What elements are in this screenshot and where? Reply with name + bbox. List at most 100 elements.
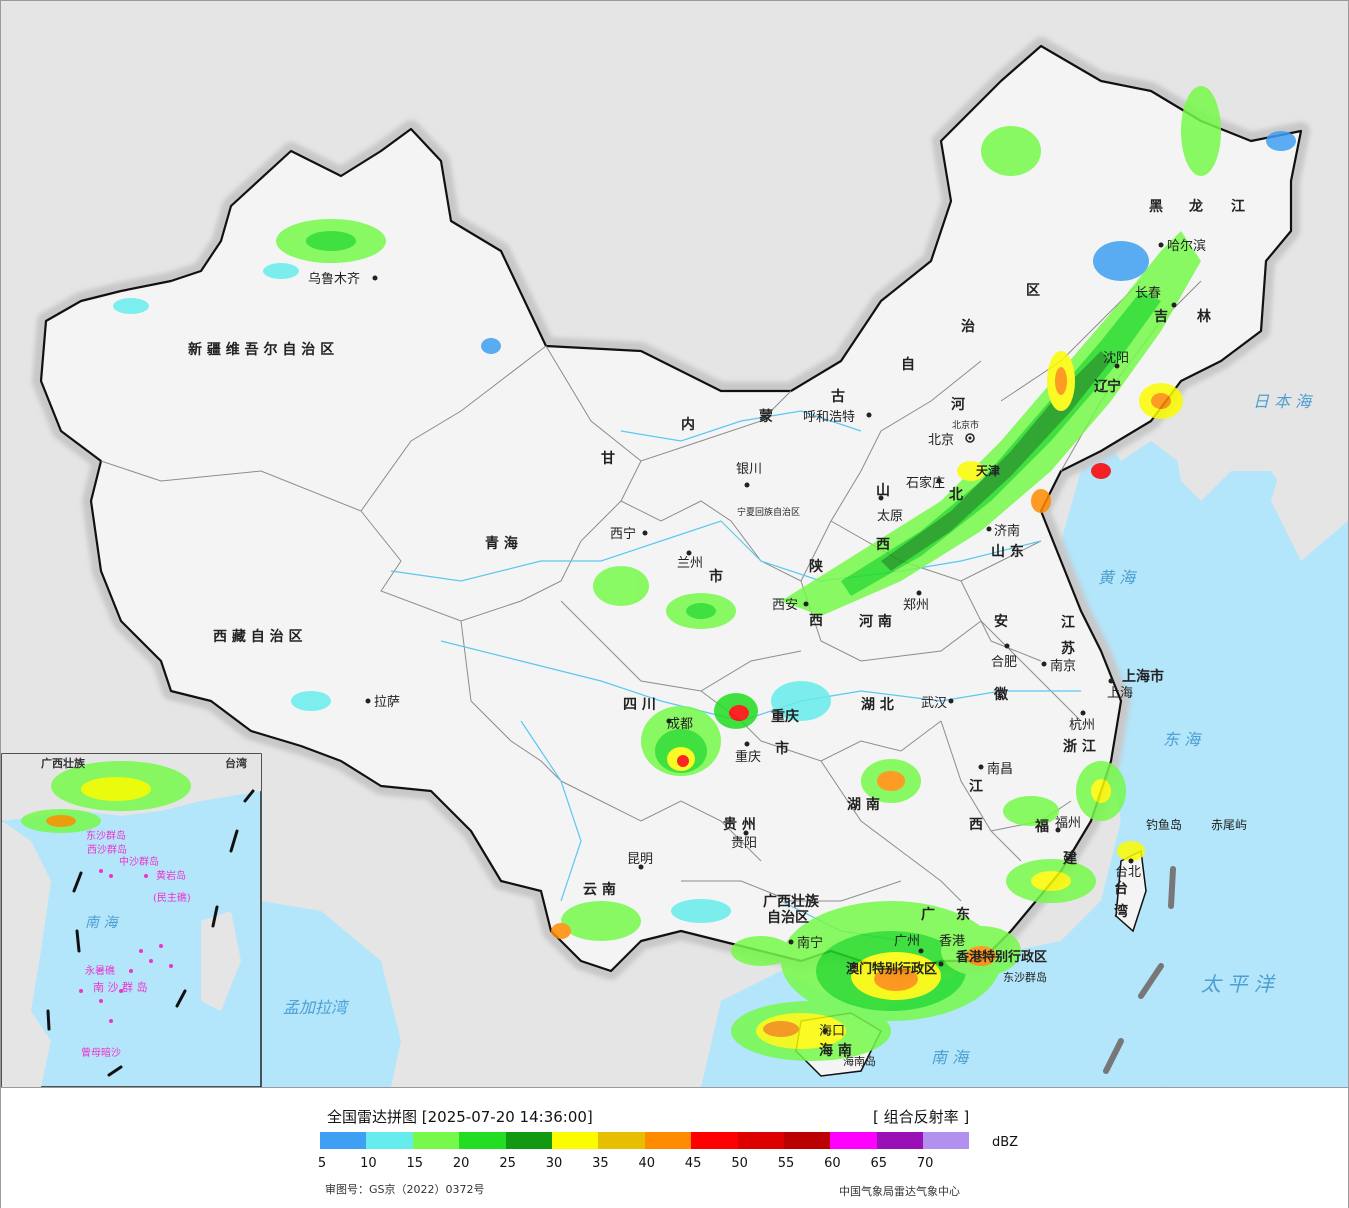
city-label: 北京: [928, 433, 954, 448]
scale-tick-label: 20: [452, 1156, 470, 1171]
color-scale: [320, 1132, 970, 1149]
inset-label: (民主礁): [153, 891, 191, 904]
echo-north-band: [781, 231, 1201, 616]
province-label: 龙: [1188, 198, 1203, 215]
province-label: 江: [969, 778, 983, 795]
inset-label: 广西壮族: [41, 756, 86, 770]
scale-swatch: [505, 1132, 552, 1149]
inset-label: 台湾: [225, 756, 247, 770]
province-label: 四 川: [623, 697, 656, 713]
city-label: 台北: [1115, 865, 1141, 880]
unit-label: dBZ: [992, 1135, 1019, 1150]
province-label: 西: [809, 613, 823, 629]
province-label: 苏: [1061, 640, 1075, 657]
province-label: 新 疆 维 吾 尔 自 治 区: [188, 341, 334, 358]
sea-label: 黄 海: [1098, 568, 1137, 587]
city-label: 呼和浩特: [803, 410, 855, 425]
province-label: 安: [994, 613, 1008, 630]
scale-tick-label: 35: [592, 1156, 609, 1171]
scale-swatch: [459, 1132, 506, 1149]
inset-label: 西沙群岛: [87, 843, 127, 856]
province-label: 古: [831, 388, 845, 405]
scale-swatch: [644, 1132, 692, 1149]
scale-tick-label: 10: [360, 1156, 377, 1171]
scale-tick-label: 70: [916, 1156, 934, 1171]
inset-label: 东沙群岛: [86, 829, 126, 842]
city-label: 成都: [667, 717, 693, 732]
inset-label: 曾母暗沙: [81, 1046, 121, 1059]
scale-swatch: [876, 1132, 924, 1149]
inset-label-group: 南 海 东沙群岛 西沙群岛 中沙群岛 黄岩岛 (民主礁) 永暑礁 南 沙 群 岛…: [41, 756, 247, 1059]
province-label: 内: [681, 416, 695, 433]
organization-name: 中国气象局雷达气象中心: [839, 1185, 960, 1198]
city-label: 西安: [772, 598, 798, 613]
city-label: 重庆: [735, 749, 761, 765]
city-label: 沈阳: [1103, 351, 1129, 366]
province-label: 福: [1034, 818, 1049, 835]
scale-swatch: [923, 1132, 970, 1149]
province-label: 河 南: [859, 613, 892, 630]
city-label: 乌鲁木齐: [308, 271, 360, 287]
province-label: 广西壮族: [763, 893, 820, 910]
province-label: 吉: [1154, 308, 1168, 325]
scale-tick-label: 60: [824, 1156, 841, 1171]
radar-map: 新 疆 维 吾 尔 自 治 区 西 藏 自 治 区 青 海 甘 四 川 云 南 …: [1, 1, 1348, 1087]
city-label: 广州: [894, 934, 920, 949]
scale-swatch: [412, 1132, 460, 1149]
province-label: 台: [1114, 880, 1128, 897]
city-label: 长春: [1135, 286, 1161, 301]
scale-tick-label: 40: [638, 1156, 656, 1171]
inset-label: 永暑礁: [85, 964, 115, 977]
sea-label: 日 本 海: [1253, 392, 1313, 411]
city-label: 哈尔滨: [1167, 238, 1206, 254]
province-label: 宁夏回族自治区: [737, 506, 800, 518]
province-label: 北: [949, 487, 963, 503]
province-label: 山: [876, 483, 890, 499]
city-label: 香港: [939, 934, 965, 949]
map-title: 全国雷达拼图 [2025-07-20 14:36:00]: [327, 1108, 593, 1126]
province-label: 辽: [1094, 379, 1109, 395]
special-label: 海南岛: [843, 1054, 876, 1068]
province-label: 市: [709, 568, 723, 585]
province-label: 市: [775, 740, 789, 757]
scale-swatch: [551, 1132, 599, 1149]
province-label: 区: [1026, 283, 1040, 299]
sea-labels: 日 本 海 黄 海 东 海 太 平 洋 南 海 孟加拉湾: [283, 392, 1313, 1067]
province-label: 自治区: [767, 909, 809, 926]
province-label: 治: [961, 318, 975, 335]
special-label: 钓鱼岛: [1146, 817, 1182, 832]
province-label: 黑: [1149, 199, 1163, 215]
special-label: 香港特别行政区: [955, 949, 1047, 965]
special-label: 赤尾屿: [1211, 818, 1247, 832]
scale-swatch: [737, 1132, 784, 1149]
province-label: 徽: [993, 686, 1009, 703]
province-label: 宁: [1107, 378, 1121, 395]
province-label: 湖 南: [847, 796, 880, 813]
scale-tick-label: 30: [545, 1156, 563, 1171]
city-label: 南京: [1050, 658, 1076, 674]
city-label: 西宁: [610, 526, 636, 542]
province-label: 西: [876, 537, 890, 553]
product-name: [ 组合反射率 ]: [873, 1108, 970, 1126]
city-label: 杭州: [1069, 718, 1095, 733]
inset-label: 中沙群岛: [119, 855, 159, 868]
scale-swatch: [691, 1132, 738, 1149]
special-label: 澳门特别行政区: [846, 961, 937, 977]
province-label: 山 东: [991, 543, 1024, 560]
scale-tick-label: 50: [731, 1156, 748, 1171]
taiwan-sea-gap: [931, 521, 1231, 1087]
scale-tick-label: 5: [317, 1156, 327, 1171]
scale-swatch: [830, 1132, 877, 1149]
city-label: 太原: [877, 509, 903, 524]
province-label: 建: [1063, 850, 1077, 867]
city-label: 贵阳: [731, 836, 757, 851]
city-label: 合肥: [991, 655, 1017, 670]
city-markers: [365, 242, 1177, 1034]
province-label: 贵 州: [723, 816, 756, 833]
city-label: 上海: [1107, 686, 1133, 701]
province-label: 自: [901, 356, 915, 373]
province-label: 重庆: [771, 708, 799, 725]
province-label: 海 南: [819, 1042, 852, 1059]
city-label: 武汉: [921, 696, 947, 711]
